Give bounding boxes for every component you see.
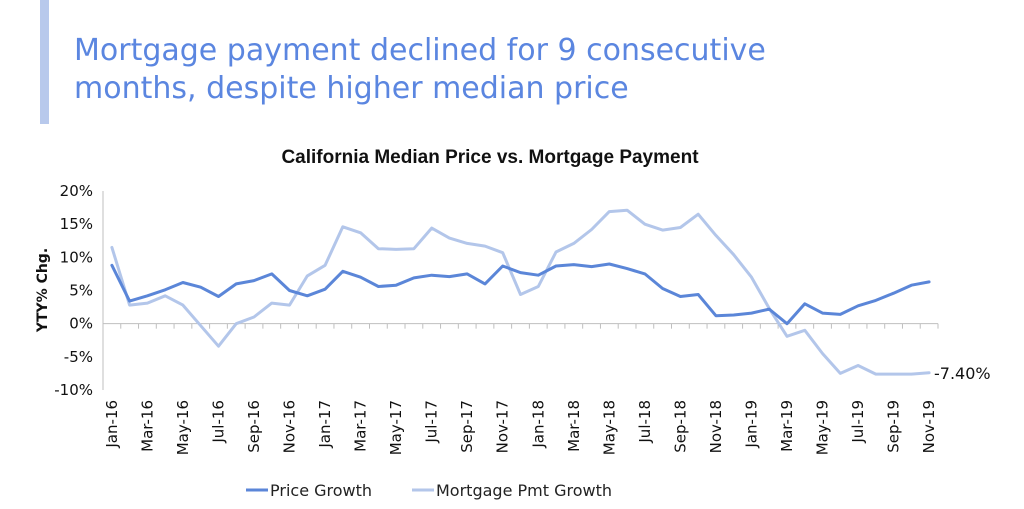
x-tick-label: Jul-19 [849, 400, 867, 444]
x-tick-label: Nov-16 [281, 400, 299, 453]
legend-item: Price Growth [246, 481, 372, 500]
x-tick-label: May-19 [814, 400, 832, 455]
x-tick-label: Jul-16 [209, 400, 227, 444]
slide-title-line1: Mortgage payment declined for 9 consecut… [74, 33, 766, 68]
mortgage-end-label: -7.40% [934, 364, 991, 383]
x-tick-label: Jan-19 [742, 400, 760, 449]
x-tick-label: Jul-17 [423, 400, 441, 444]
mortgage-pmt-growth-line [110, 208, 931, 376]
legend-label: Price Growth [270, 481, 372, 500]
x-tick-label: Mar-19 [778, 400, 796, 452]
x-ticks: Jan-16 Mar-16 May-16 Jul-16 Sep-16 Nov-16 Jan-… [103, 400, 938, 455]
x-tick-label: Mar-16 [138, 400, 156, 452]
legend: Price Growth Mortgage Pmt Growth [246, 481, 612, 500]
x-tick-label: Jan-16 [103, 400, 121, 449]
x-tick-label: Nov-17 [494, 400, 512, 453]
x-tick-label: Jan-18 [529, 400, 547, 449]
x-tick-label: Nov-19 [920, 400, 938, 453]
x-tick-label: May-17 [387, 400, 405, 455]
chart-axes [102, 191, 939, 390]
x-tick-label: Sep-16 [245, 400, 263, 453]
x-tick-label: Sep-17 [458, 400, 476, 453]
legend-label: Mortgage Pmt Growth [436, 481, 612, 500]
y-tick-label: 15% [60, 215, 93, 233]
price-growth-line [110, 262, 931, 326]
y-tick-label: -5% [64, 348, 93, 366]
y-tick-label: -10% [54, 381, 93, 399]
y-tick-label: 5% [69, 282, 93, 300]
title-accent-bar [40, 0, 49, 124]
x-tick-label: Sep-19 [885, 400, 903, 453]
y-axis-label: YTY% Chg. [35, 248, 51, 333]
slide-title: Mortgage payment declined for 9 consecut… [74, 32, 974, 108]
x-tick-label: Nov-18 [707, 400, 725, 453]
x-tick-label: May-18 [600, 400, 618, 455]
x-tick-label: Sep-18 [671, 400, 689, 453]
y-tick-label: 10% [60, 248, 93, 266]
x-tick-label: Mar-18 [565, 400, 583, 452]
x-tick-label: Jan-17 [316, 400, 334, 449]
chart-title: California Median Price vs. Mortgage Pay… [281, 147, 699, 168]
legend-item: Mortgage Pmt Growth [412, 481, 612, 500]
y-ticks: 20% 15% 10% 5% 0% -5% -10% [54, 182, 93, 399]
y-tick-label: 0% [69, 315, 93, 333]
y-tick-label: 20% [60, 182, 93, 200]
x-tick-label: Jul-18 [636, 400, 654, 444]
x-tick-label: Mar-17 [352, 400, 370, 452]
series-lines [110, 208, 931, 376]
slide-title-line2: months, despite higher median price [74, 71, 629, 106]
x-tick-label: May-16 [174, 400, 192, 455]
